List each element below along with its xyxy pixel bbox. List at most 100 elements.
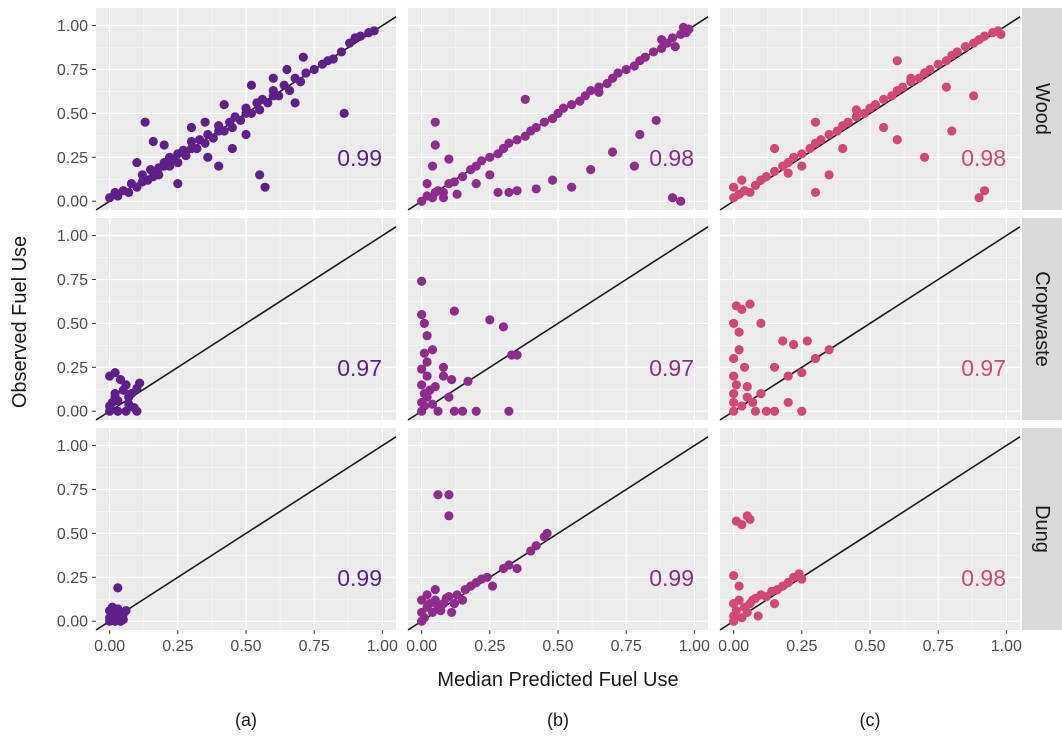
- data-point: [419, 348, 429, 358]
- y-tick-label: 0.00: [57, 404, 88, 421]
- data-point: [339, 108, 349, 118]
- data-point: [676, 196, 686, 206]
- data-point: [444, 154, 454, 164]
- data-point: [670, 42, 680, 52]
- data-point: [898, 82, 908, 92]
- data-point: [430, 585, 440, 595]
- data-point: [734, 595, 744, 605]
- data-point: [498, 143, 509, 154]
- data-point: [449, 306, 459, 316]
- r-squared-label: 0.99: [649, 565, 694, 591]
- data-point: [979, 31, 990, 41]
- facet-strip-label: Wood: [1031, 83, 1053, 135]
- data-point: [729, 397, 739, 408]
- data-point: [419, 318, 429, 328]
- data-point: [430, 140, 440, 150]
- data-point: [731, 606, 741, 616]
- data-point: [783, 371, 793, 381]
- data-point: [493, 187, 503, 198]
- data-point: [438, 371, 449, 381]
- data-point: [498, 322, 509, 332]
- data-point: [449, 177, 459, 187]
- x-tick-label: 1.00: [991, 638, 1022, 655]
- data-point: [952, 47, 962, 57]
- data-point: [729, 570, 739, 581]
- data-point: [444, 592, 454, 602]
- data-point: [797, 149, 807, 159]
- data-point: [173, 179, 183, 189]
- data-point: [113, 604, 123, 614]
- x-tick-label: 0.25: [786, 638, 817, 655]
- data-point: [539, 117, 549, 127]
- data-point: [761, 406, 771, 416]
- data-point: [447, 607, 457, 618]
- facet-strip: [1022, 8, 1062, 210]
- data-point: [336, 47, 347, 57]
- identity-line: [407, 226, 709, 421]
- x-tick-label: 0.25: [474, 638, 505, 655]
- x-tick-label: 0.75: [923, 638, 954, 655]
- data-point: [436, 606, 446, 616]
- data-point: [667, 33, 678, 43]
- r-squared-label: 0.97: [961, 355, 1006, 381]
- data-point: [471, 406, 481, 416]
- data-point: [737, 175, 747, 185]
- data-point: [816, 135, 826, 145]
- y-tick-label: 0.25: [57, 360, 88, 377]
- data-point: [838, 143, 848, 154]
- data-point: [255, 170, 265, 180]
- data-point: [974, 193, 984, 203]
- data-point: [933, 59, 943, 69]
- data-point: [919, 152, 930, 162]
- data-point: [531, 122, 541, 133]
- data-point: [810, 187, 821, 198]
- data-point: [567, 182, 577, 192]
- data-point: [433, 406, 443, 416]
- data-point: [422, 371, 432, 381]
- data-point: [607, 147, 618, 157]
- data-point: [810, 117, 821, 127]
- data-point: [438, 193, 449, 203]
- data-point: [227, 122, 237, 133]
- data-point: [485, 315, 495, 325]
- data-point: [110, 367, 120, 378]
- data-point: [737, 520, 747, 530]
- data-point: [753, 611, 763, 621]
- column-label: (a): [235, 710, 257, 730]
- data-point: [419, 401, 429, 411]
- data-point: [750, 406, 761, 416]
- data-point: [960, 42, 971, 52]
- data-point: [504, 560, 514, 570]
- data-point: [457, 172, 468, 182]
- data-point: [328, 54, 338, 64]
- data-point: [542, 528, 552, 538]
- data-point: [969, 91, 979, 101]
- data-point: [219, 100, 229, 110]
- data-point: [457, 595, 468, 605]
- data-point: [285, 85, 295, 96]
- data-point: [879, 122, 889, 133]
- y-tick-label: 0.25: [57, 150, 88, 167]
- data-point: [504, 406, 514, 416]
- data-point: [778, 336, 788, 346]
- data-point: [742, 382, 752, 392]
- data-point: [729, 353, 739, 364]
- identity-line: [95, 226, 397, 421]
- data-point: [810, 353, 821, 364]
- data-point: [154, 170, 164, 180]
- data-point: [824, 129, 834, 140]
- data-point: [783, 168, 793, 178]
- data-point: [433, 490, 443, 500]
- identity-line: [95, 436, 397, 631]
- data-point: [512, 563, 522, 574]
- data-point: [430, 117, 440, 127]
- data-point: [132, 406, 142, 416]
- y-tick-label: 1.00: [57, 18, 88, 35]
- data-point: [260, 182, 270, 192]
- y-tick-label: 0.75: [57, 62, 88, 79]
- data-point: [110, 392, 120, 402]
- data-point: [678, 22, 689, 32]
- data-point: [438, 362, 449, 372]
- data-point: [640, 52, 650, 62]
